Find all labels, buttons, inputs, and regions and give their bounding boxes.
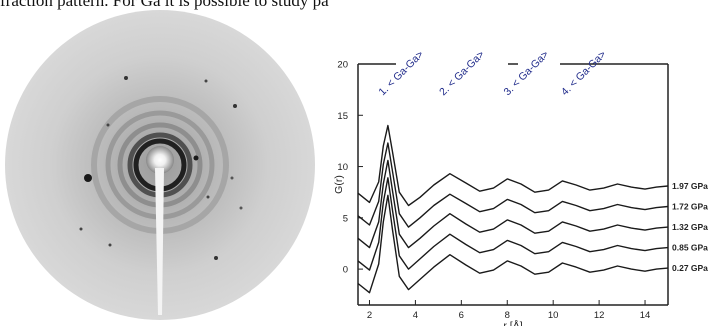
series-line [357, 124, 669, 207]
y-tick-label: 15 [337, 111, 348, 122]
annotation-label: 3. < Ga-Ga> [501, 48, 551, 98]
series-label: 1.72 GPa [672, 202, 708, 212]
y-tick-label: 10 [337, 162, 348, 173]
x-tick-label: 4 [413, 310, 418, 321]
series-label: 0.85 GPa [672, 243, 708, 253]
series-line [357, 177, 669, 271]
y-tick-label: 20 [337, 60, 348, 71]
series-label: 1.32 GPa [672, 222, 708, 232]
y-tick-label: 0 [343, 265, 348, 276]
x-tick-label: 10 [548, 310, 559, 321]
x-tick-label: 2 [367, 310, 372, 321]
series-group [357, 124, 669, 294]
plot-frame [357, 63, 669, 306]
series-line [357, 194, 669, 294]
x-tick-label: 6 [459, 310, 464, 321]
y-tick-label: 5 [343, 213, 348, 224]
series-line [357, 159, 669, 249]
x-axis-label: r [Å] [503, 319, 522, 326]
annotation-label: 1. < Ga-Ga> [376, 48, 426, 98]
series-line [357, 142, 669, 228]
annotation-label: 4. < Ga-Ga> [559, 48, 609, 98]
series-label: 0.27 GPa [672, 263, 708, 273]
annotation-label: 2. < Ga-Ga> [437, 48, 487, 98]
header-text: fraction pattern. For Ga it is possible … [0, 0, 329, 10]
diffraction-pattern-image [5, 10, 315, 320]
x-tick-label: 12 [594, 310, 605, 321]
y-axis-label: G(r) [333, 175, 345, 194]
x-tick-label: 14 [640, 310, 651, 321]
axis-ticks [358, 63, 646, 305]
gr-chart: 2 4 6 8 10 12 14 0 5 10 15 20 r [Å] G(r) 1.97 GPa 1.72 … [333, 48, 708, 326]
x-tick-label: 8 [505, 310, 510, 321]
series-label: 1.97 GPa [672, 181, 708, 191]
